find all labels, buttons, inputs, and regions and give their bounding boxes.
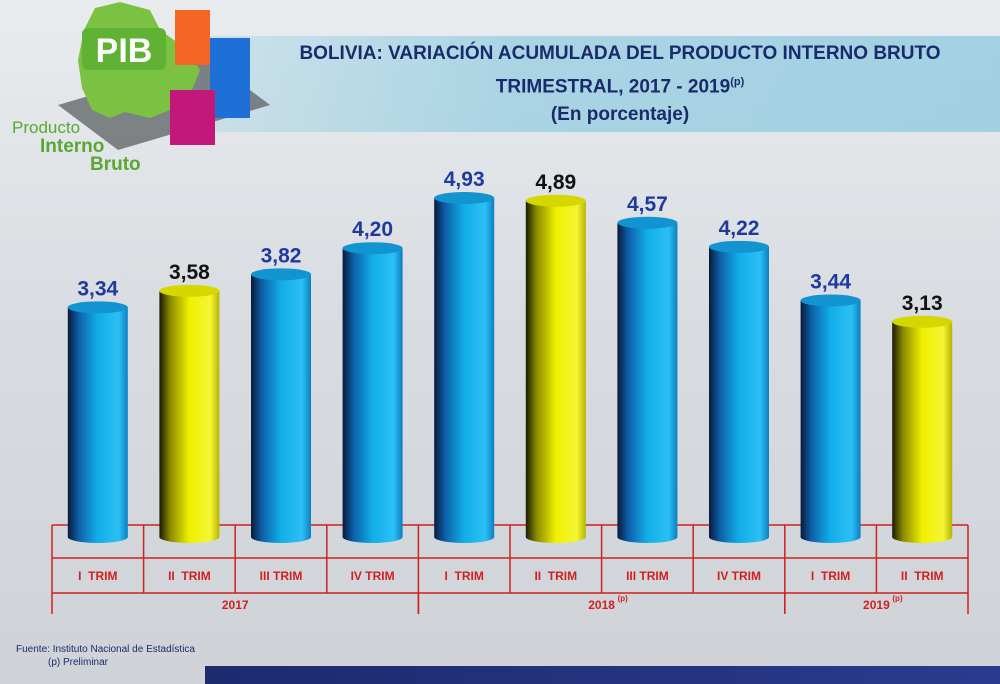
bar-cap (617, 216, 678, 229)
group-label: 2018 (588, 598, 615, 612)
bar-base (434, 531, 495, 543)
bar-cap (434, 192, 495, 204)
x-tick-label: I TRIM (445, 569, 484, 583)
x-tick-label: II TRIM (534, 569, 577, 583)
data-label: 3,44 (810, 270, 851, 293)
bar (525, 200, 586, 538)
footer-note: Fuente: Instituto Nacional de Estadístic… (16, 643, 195, 669)
bar-base (251, 531, 311, 543)
title-line-2: TRIMESTRAL, 2017 - 2019(p) (250, 68, 990, 101)
bar (617, 222, 678, 537)
logo-cube-blue (210, 38, 250, 118)
x-tick-label: I TRIM (811, 569, 850, 583)
x-tick-label: II TRIM (901, 569, 944, 583)
x-tick-label: II TRIM (168, 569, 211, 583)
logo-cube-orange (175, 10, 210, 65)
data-label: 4,20 (352, 218, 393, 241)
logo-line3: Bruto (90, 154, 141, 175)
bottom-strip (205, 666, 1000, 684)
group-label: 2019 (863, 598, 890, 612)
bar-cap (67, 301, 128, 314)
pib-logo: PIB Producto Interno Bruto (12, 2, 270, 175)
group-label-sup: (p) (618, 594, 629, 603)
x-tick-label: I TRIM (78, 569, 117, 583)
bar-cap (709, 240, 769, 253)
bar-cap (159, 284, 220, 297)
data-label: 4,57 (627, 193, 668, 216)
bar-cap (800, 294, 861, 307)
x-tick-label: III TRIM (260, 569, 303, 583)
title-band (190, 36, 1000, 132)
logo-badge-text: PIB (96, 32, 153, 70)
data-label: 4,93 (444, 168, 485, 191)
bar-base (159, 531, 220, 543)
bar-base (67, 531, 128, 543)
preliminary-note: (p) Preliminar (48, 657, 109, 668)
chart-subtitle: (En porcentaje) (550, 104, 690, 126)
data-label: 3,82 (261, 244, 302, 267)
bar-base (525, 531, 586, 543)
x-tick-label: IV TRIM (351, 569, 395, 583)
bar-base (342, 531, 403, 543)
x-tick-label: III TRIM (626, 569, 669, 583)
bar-base (617, 531, 678, 543)
group-label: 2017 (222, 598, 249, 612)
bar-cap (251, 268, 311, 281)
chart-title: BOLIVIA: VARIACIÓN ACUMULADA DEL PRODUCT… (250, 40, 990, 129)
logo-line1: Producto (12, 118, 80, 137)
logo-badge (82, 28, 166, 70)
data-label: 3,13 (902, 292, 943, 315)
source-text: Fuente: Instituto Nacional de Estadístic… (16, 644, 195, 655)
bar (709, 246, 769, 537)
bar (67, 307, 128, 537)
data-label: 4,22 (719, 217, 760, 240)
bar-cap (892, 315, 953, 328)
bar-base (709, 531, 769, 543)
title-line-2-text: TRIMESTRAL, 2017 - 2019 (495, 76, 731, 98)
bar-cap (525, 194, 586, 207)
group-label-sup: (p) (892, 594, 903, 603)
x-tick-label: IV TRIM (717, 569, 761, 583)
data-label: 3,34 (77, 277, 118, 300)
bar (892, 321, 953, 537)
bar (800, 300, 861, 537)
bar (159, 290, 220, 537)
bar (251, 274, 311, 537)
logo-cube-magenta (170, 90, 215, 145)
bar-base (892, 531, 953, 543)
bar (434, 198, 495, 537)
bar-base (800, 531, 861, 543)
title-line-1: BOLIVIA: VARIACIÓN ACUMULADA DEL PRODUCT… (299, 43, 941, 64)
data-label: 4,89 (535, 171, 576, 194)
logo-line2: Interno (40, 136, 104, 157)
bar-cap (342, 242, 403, 255)
data-label: 3,58 (169, 261, 210, 284)
bar (342, 248, 403, 537)
title-line-2-sup: (p) (730, 76, 745, 88)
